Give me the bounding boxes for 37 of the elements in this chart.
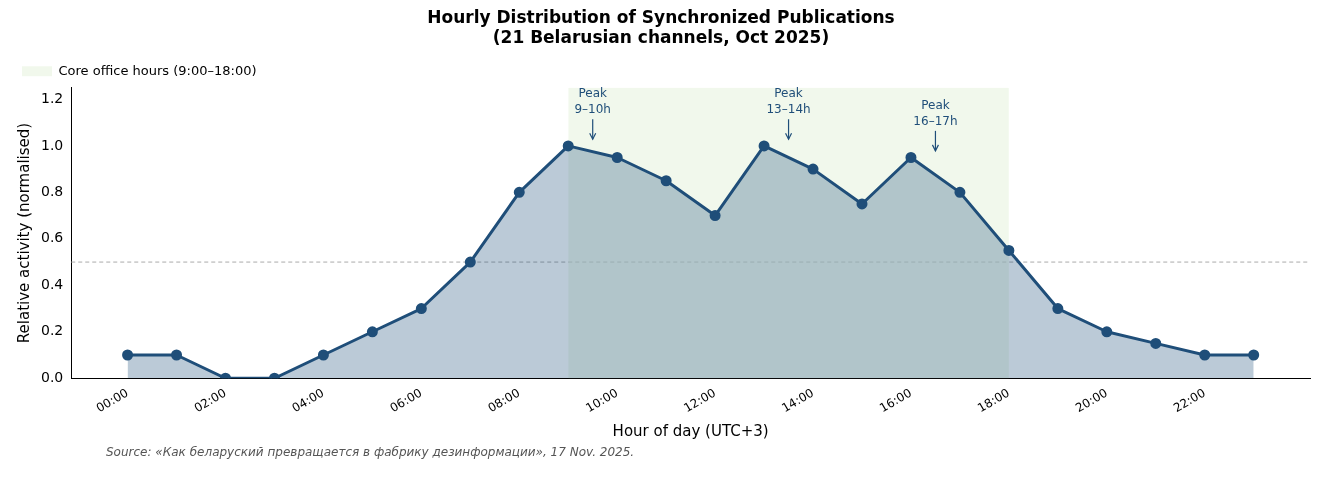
y-axis-title: Relative activity (normalised): [14, 122, 33, 344]
point: [366, 326, 378, 338]
point: [1003, 244, 1015, 256]
point: [464, 256, 476, 268]
legend-label: Core office hours (9:00–18:00): [58, 62, 257, 78]
point: [954, 186, 966, 198]
annotation: Peak 13–14h: [766, 86, 811, 117]
point: [660, 175, 672, 187]
point: [171, 349, 183, 361]
point: [122, 349, 134, 361]
point: [1101, 326, 1113, 338]
point: [415, 303, 427, 315]
source-note: Source: «Как беларуский превращается в фабрику дезинформации», 17 Nov. 2025.: [106, 445, 635, 460]
y-tick-label: 0.8: [41, 183, 64, 199]
annotation: Peak 9–10h: [574, 86, 611, 117]
point: [856, 198, 868, 210]
point: [1052, 303, 1064, 315]
y-tick-label: 0.2: [41, 322, 64, 339]
y-tick-label: 0.0: [41, 368, 64, 385]
point: [317, 349, 329, 361]
y-tick-label: 1.2: [41, 90, 64, 107]
point: [1248, 349, 1260, 361]
point: [709, 210, 721, 222]
point: [905, 152, 917, 164]
y-tick-label: 1.0: [41, 136, 64, 153]
point: [611, 152, 623, 164]
point: [807, 163, 819, 175]
chart-title: Hourly Distribution of Synchronized Publications (21 Belarusian channels, Oct 2025): [427, 6, 895, 48]
x-axis-title: Hour of day (UTC+3): [612, 421, 769, 440]
annotation: Peak 16–17h: [913, 97, 958, 128]
point: [1199, 349, 1211, 361]
y-tick-label: 0.4: [41, 275, 64, 292]
point: [758, 140, 770, 152]
y-tick-label: 0.6: [41, 229, 64, 246]
point: [513, 186, 525, 198]
point: [562, 140, 574, 152]
point: [1150, 337, 1162, 349]
